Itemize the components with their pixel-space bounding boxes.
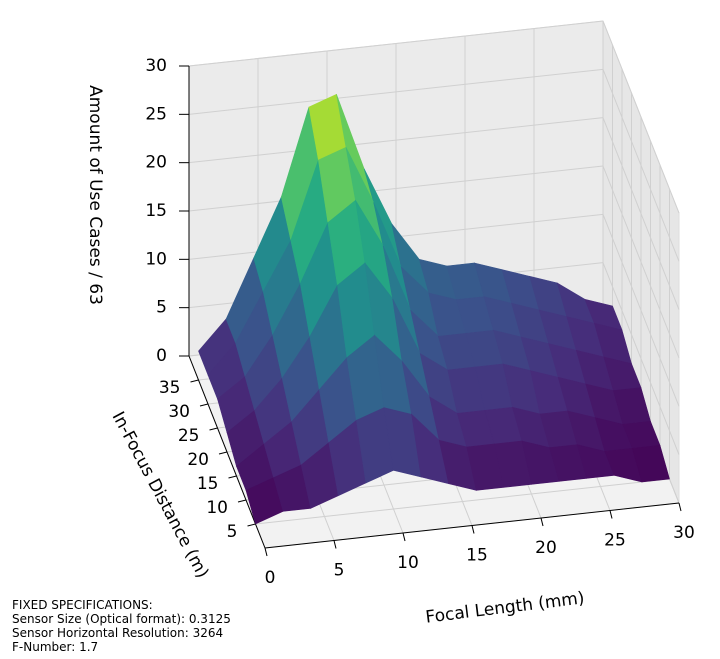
- y-tick: [228, 475, 237, 479]
- spec-title: FIXED SPECIFICATIONS:: [12, 598, 153, 612]
- x-tick-label: 5: [334, 561, 345, 581]
- spec-line: Sensor Size (Optical format): 0.3125: [12, 612, 231, 626]
- spec-line: F-Number: 1.7: [12, 640, 98, 654]
- axis-line: [188, 355, 266, 549]
- z-axis-label: Amount of Use Cases / 63: [85, 85, 105, 305]
- z-tick-label: 0: [156, 346, 167, 366]
- y-tick-label: 35: [159, 378, 181, 398]
- x-tick: [402, 532, 406, 542]
- y-tick: [199, 403, 209, 407]
- y-tick-label: 25: [178, 426, 200, 446]
- grid-line: [602, 262, 680, 455]
- y-tick-label: 30: [168, 402, 190, 422]
- z-tick-label: 20: [145, 153, 167, 173]
- y-tick-label: 15: [197, 474, 219, 494]
- y-tick-label: 20: [187, 450, 209, 470]
- surface: [198, 93, 670, 525]
- grid-line: [188, 68, 604, 115]
- axis-line: [264, 502, 680, 549]
- z-tick-label: 15: [145, 201, 167, 221]
- grid-line: [602, 165, 680, 359]
- y-tick: [247, 523, 256, 527]
- z-tick-label: 5: [156, 298, 167, 318]
- grid-line: [602, 69, 680, 262]
- x-tick-label: 0: [265, 568, 276, 588]
- grid-line: [188, 117, 604, 164]
- x-tick: [333, 540, 337, 549]
- x-tick: [609, 510, 613, 519]
- x-tick: [540, 517, 544, 527]
- y-tick-label: 5: [227, 522, 238, 542]
- spec-line: Sensor Horizontal Resolution: 3264: [12, 626, 223, 640]
- grid-line: [602, 214, 680, 407]
- x-tick: [678, 502, 682, 512]
- y-tick: [209, 427, 218, 431]
- x-tick: [471, 525, 475, 534]
- x-tick-label: 10: [397, 553, 419, 573]
- grid-line: [602, 20, 680, 214]
- x-tick-label: 25: [604, 531, 626, 551]
- surface-face: [632, 445, 670, 483]
- y-tick-label: 10: [206, 498, 228, 518]
- y-tick: [237, 499, 247, 503]
- y-tick: [218, 451, 228, 455]
- x-tick-label: 20: [535, 538, 557, 558]
- y-tick: [190, 379, 199, 383]
- grid-line: [188, 20, 604, 67]
- z-tick-label: 25: [145, 104, 167, 124]
- x-tick: [264, 547, 268, 557]
- x-tick-label: 15: [466, 546, 488, 566]
- x-axis-label: Focal Length (mm): [424, 588, 585, 627]
- z-tick-label: 30: [145, 56, 167, 76]
- grid-line: [602, 117, 680, 310]
- z-tick-label: 10: [145, 249, 167, 269]
- grid-line: [255, 478, 670, 525]
- grid-line: [188, 165, 604, 212]
- x-tick-label: 30: [673, 523, 695, 543]
